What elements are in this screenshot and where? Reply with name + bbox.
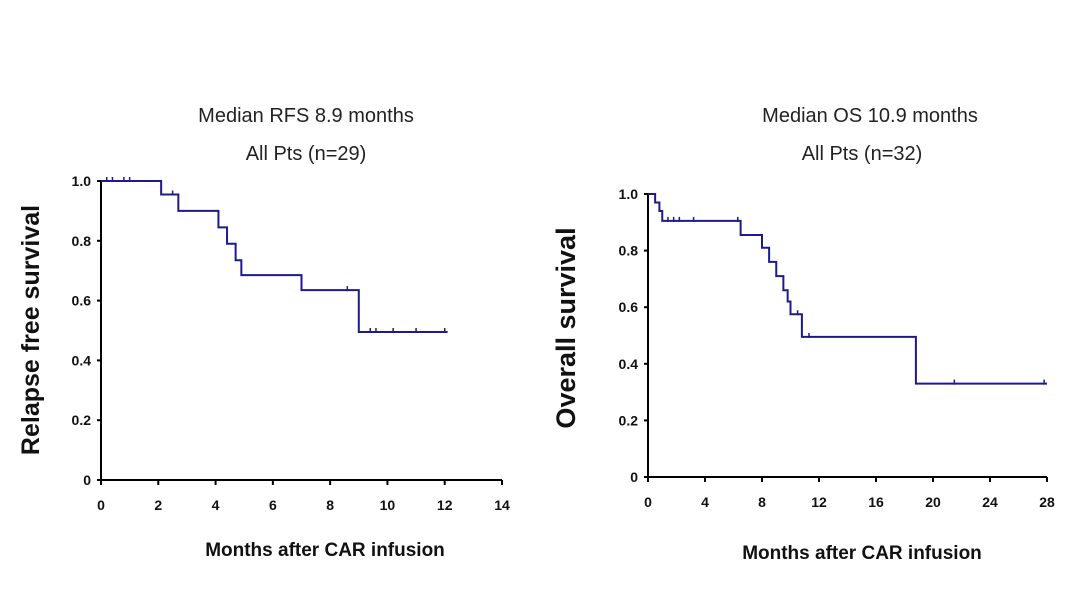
os-y-tick-label: 0 <box>630 469 638 485</box>
rfs-y-tick-label: 0.2 <box>72 412 92 428</box>
os-x-tick-label: 20 <box>925 494 941 510</box>
os-chart: Median OS 10.9 months All Pts (n=32) 0 0.… <box>551 105 1055 564</box>
rfs-y-tick-label: 0 <box>83 472 91 488</box>
rfs-series <box>101 177 448 333</box>
os-y-tick-label: 0.2 <box>619 412 639 428</box>
os-survival-curve <box>648 193 1047 385</box>
os-x-tick-label: 0 <box>644 494 652 510</box>
rfs-chart: Median RFS 8.9 months All Pts (n=29) 0 0.… <box>17 105 510 561</box>
os-y-tick-label: 1.0 <box>619 186 639 202</box>
os-y-tick-label: 0.8 <box>619 243 639 259</box>
rfs-x-tick-label: 12 <box>437 497 453 513</box>
os-y-tick-label: 0.4 <box>619 356 639 372</box>
rfs-x-tick-label: 14 <box>494 497 510 513</box>
rfs-y-tick-label: 1.0 <box>72 173 92 189</box>
os-x-tick-label: 24 <box>982 494 998 510</box>
rfs-x-ticks: 0 2 4 6 8 10 12 14 <box>97 480 510 513</box>
rfs-x-tick-label: 4 <box>212 497 220 513</box>
rfs-x-tick-label: 6 <box>269 497 277 513</box>
rfs-x-axis-label: Months after CAR infusion <box>205 540 445 561</box>
os-x-tick-label: 4 <box>701 494 709 510</box>
os-y-ticks: 0 0.2 0.4 0.6 0.8 1.0 <box>619 186 648 485</box>
os-series <box>648 193 1047 385</box>
rfs-x-tick-label: 0 <box>97 497 105 513</box>
rfs-y-tick-label: 0.6 <box>72 293 92 309</box>
os-x-tick-label: 16 <box>868 494 884 510</box>
rfs-y-tick-label: 0.4 <box>72 352 92 368</box>
rfs-y-tick-label: 0.8 <box>72 233 92 249</box>
os-chart-subtitle: All Pts (n=32) <box>802 143 923 165</box>
rfs-x-tick-label: 2 <box>154 497 162 513</box>
rfs-y-ticks: 0 0.2 0.4 0.6 0.8 1.0 <box>72 173 101 488</box>
rfs-x-tick-label: 10 <box>380 497 396 513</box>
os-x-ticks: 0 4 8 12 16 20 24 28 <box>644 477 1055 510</box>
os-x-tick-label: 28 <box>1039 494 1055 510</box>
os-chart-title: Median OS 10.9 months <box>762 105 978 127</box>
rfs-survival-curve <box>101 180 448 333</box>
os-x-tick-label: 8 <box>758 494 766 510</box>
os-y-tick-label: 0.6 <box>619 299 639 315</box>
rfs-chart-subtitle: All Pts (n=29) <box>246 143 367 165</box>
rfs-chart-title: Median RFS 8.9 months <box>198 105 414 127</box>
os-x-axis-label: Months after CAR infusion <box>742 543 982 564</box>
os-y-axis-label: Overall survival <box>551 227 581 428</box>
rfs-x-tick-label: 8 <box>326 497 334 513</box>
os-x-tick-label: 12 <box>811 494 827 510</box>
rfs-y-axis-label: Relapse free survival <box>17 205 45 455</box>
